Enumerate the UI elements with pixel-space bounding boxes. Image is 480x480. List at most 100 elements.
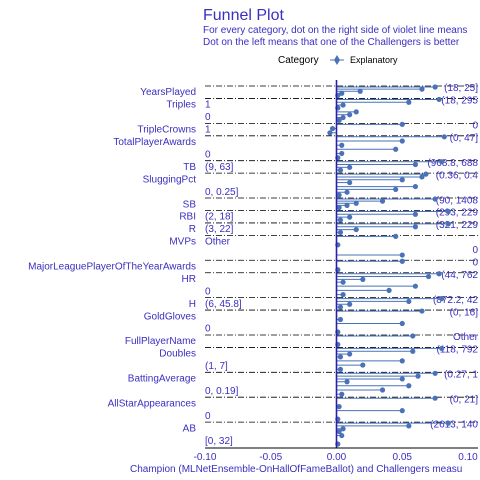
- data-point: [336, 404, 342, 410]
- bin-label-right: (872.2, 42: [433, 295, 478, 306]
- data-point: [347, 112, 353, 118]
- data-point: [347, 164, 353, 170]
- data-point: [337, 316, 344, 323]
- data-point: [412, 161, 418, 168]
- data-point: [399, 252, 405, 258]
- data-point: [386, 287, 392, 293]
- data-point: [410, 333, 416, 339]
- data-point: [406, 99, 412, 105]
- bin-label-left: 1: [205, 125, 211, 136]
- bin-label-right: (293, 229: [436, 208, 479, 219]
- data-point: [419, 174, 425, 180]
- data-point: [340, 426, 346, 432]
- data-point: [339, 391, 345, 397]
- data-point: [327, 130, 333, 136]
- data-point: [439, 159, 445, 165]
- data-point: [406, 383, 412, 389]
- bin-label-right: 0: [472, 245, 478, 256]
- data-point: [445, 420, 451, 426]
- data-point: [340, 279, 346, 285]
- data-point: [432, 395, 438, 401]
- bin-label-right: (968.8, 688: [427, 158, 478, 169]
- bin-label-right: (44, 762: [441, 270, 478, 281]
- data-point: [406, 423, 412, 429]
- category-label: TripleCrowns: [137, 125, 196, 136]
- data-point: [336, 117, 342, 123]
- bin-label-right: Other: [453, 332, 479, 343]
- data-point: [360, 362, 366, 368]
- bin-label-left: (3, 22]: [205, 224, 234, 235]
- x-axis: -0.10 -0.05 0.00 0.05 0.10: [194, 447, 478, 463]
- data-point: [415, 373, 421, 379]
- x-axis-label: Champion (MLNetEnsemble-OnHallOfFameBall…: [130, 464, 462, 475]
- category-label: TB: [183, 162, 196, 173]
- data-point: [412, 224, 418, 230]
- data-point: [379, 198, 386, 204]
- data-point: [432, 84, 438, 90]
- data-point: [336, 428, 342, 435]
- category-label: Doubles: [159, 349, 196, 360]
- bin-label-left: (1, 7]: [205, 361, 228, 372]
- data-point: [329, 125, 336, 132]
- data-point: [347, 351, 353, 357]
- data-point: [353, 109, 359, 115]
- data-point: [340, 114, 346, 121]
- data-point: [445, 221, 451, 227]
- data-point: [445, 208, 451, 215]
- data-point: [419, 86, 425, 92]
- data-point: [336, 204, 342, 211]
- bin-label-left: [0, 32]: [205, 436, 233, 447]
- bin-label-right: (0, 21]: [450, 394, 479, 405]
- x-tick-label: -0.05: [259, 452, 282, 463]
- data-point: [347, 179, 353, 186]
- data-point: [337, 167, 344, 173]
- data-point: [337, 354, 344, 360]
- data-point: [399, 177, 405, 183]
- data-point: [344, 379, 350, 385]
- data-point: [436, 271, 442, 277]
- plot-area: YearsPlayed (18, 25] Triples 1 (18, 295 0 Trip…: [28, 80, 479, 448]
- bin-label-right: (118, 792: [436, 345, 478, 356]
- data-point: [410, 348, 416, 354]
- data-point: [393, 146, 399, 152]
- data-point: [419, 308, 425, 314]
- bin-label-left: 0, 0.25]: [205, 187, 239, 198]
- chart-title: Funnel Plot: [203, 7, 284, 24]
- data-point: [337, 366, 344, 372]
- bin-label-right: (321, 229: [436, 220, 479, 231]
- data-point: [336, 192, 342, 198]
- data-point: [412, 211, 418, 217]
- category-label: FullPlayerName: [125, 336, 197, 347]
- data-point: [441, 134, 447, 140]
- bin-label-left: 0: [205, 286, 211, 297]
- data-point: [393, 186, 399, 193]
- category-label: Triples: [166, 100, 196, 111]
- bin-label-left: 0: [205, 411, 211, 422]
- data-point: [339, 142, 345, 148]
- bin-label-left: 1: [205, 100, 211, 111]
- bin-label-left: 0: [205, 149, 211, 160]
- data-point: [337, 304, 344, 310]
- category-label: MVPs: [169, 237, 196, 248]
- category-label: HR: [182, 274, 196, 285]
- data-point: [339, 90, 345, 96]
- legend: Category Explanatory: [278, 55, 398, 66]
- data-point: [399, 376, 405, 382]
- category-label: TotalPlayerAwards: [113, 137, 196, 148]
- category-label: GoldGloves: [144, 311, 196, 322]
- bin-label-right: (90, 1408: [436, 195, 479, 206]
- category-label: RBI: [179, 212, 196, 223]
- x-tick-label: 0.10: [458, 452, 478, 463]
- data-point: [436, 96, 442, 103]
- chart-subtitle-line-2: Dot on the left means that one of the Ch…: [203, 37, 460, 48]
- x-tick-label: -0.10: [194, 452, 217, 463]
- data-point: [339, 150, 345, 157]
- bin-label-left: 0, 0.19]: [205, 386, 239, 397]
- data-point: [439, 296, 445, 302]
- category-label: YearsPlayed: [140, 87, 196, 98]
- data-point: [379, 387, 386, 393]
- bin-label-left: 0: [205, 324, 211, 335]
- data-point: [412, 283, 418, 289]
- category-label: AB: [183, 423, 197, 434]
- data-point: [337, 229, 344, 235]
